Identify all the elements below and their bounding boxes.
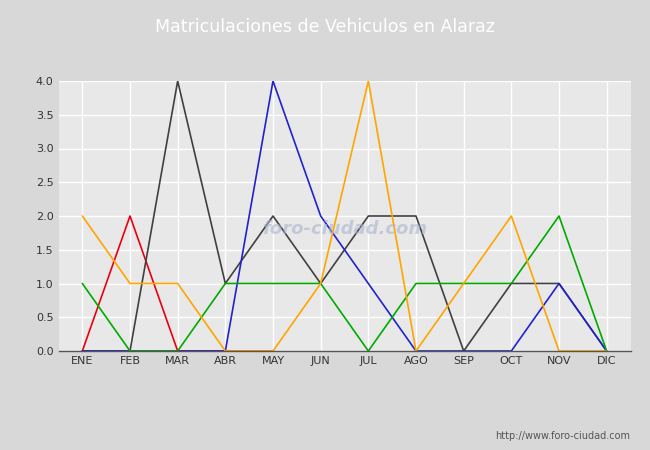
Text: foro-ciudad.com: foro-ciudad.com	[262, 220, 427, 238]
Text: http://www.foro-ciudad.com: http://www.foro-ciudad.com	[495, 431, 630, 441]
Text: Matriculaciones de Vehiculos en Alaraz: Matriculaciones de Vehiculos en Alaraz	[155, 18, 495, 36]
